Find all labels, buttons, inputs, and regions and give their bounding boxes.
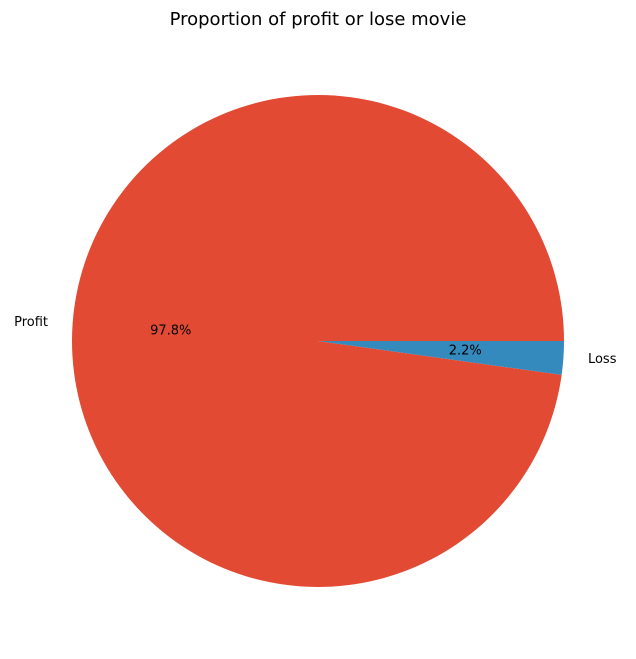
chart-title: Proportion of profit or lose movie — [170, 9, 467, 30]
slice-percent-loss: 2.2% — [449, 344, 482, 359]
pie-slices — [71, 94, 564, 587]
slice-label-loss: Loss — [588, 352, 617, 367]
pie-slice-loss — [318, 341, 564, 375]
pie-slice-profit — [71, 94, 564, 587]
pie-labels: Profit 97.8% Loss 2.2% — [14, 315, 617, 367]
slice-label-profit: Profit — [14, 315, 48, 330]
slice-percent-profit: 97.8% — [150, 323, 191, 338]
